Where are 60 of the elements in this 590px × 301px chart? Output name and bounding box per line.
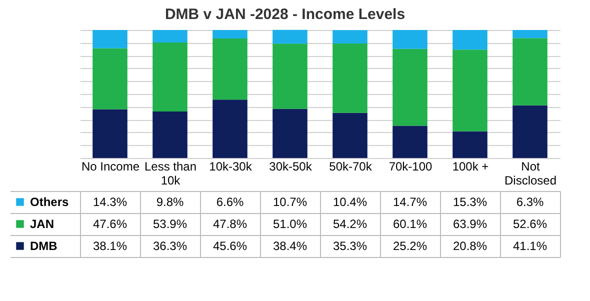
x-tick-label: 100k + <box>452 160 489 174</box>
bar <box>452 50 488 132</box>
data-label: 25.2% <box>392 239 428 253</box>
legend-label: Others <box>30 195 70 209</box>
data-label: 47.8% <box>212 217 248 231</box>
data-label: 41.1% <box>512 239 548 253</box>
data-label: 10.7% <box>272 195 308 209</box>
data-label: 15.3% <box>452 195 488 209</box>
bar <box>272 108 308 158</box>
bar <box>92 109 128 158</box>
bar <box>152 42 188 112</box>
bar <box>392 30 428 49</box>
data-label: 10.4% <box>332 195 368 209</box>
data-label: 54.2% <box>332 217 368 231</box>
data-label: 47.6% <box>92 217 128 231</box>
data-label: 6.6% <box>216 195 244 209</box>
bar <box>272 30 308 44</box>
x-tick-label: 50k-70k <box>329 160 373 174</box>
data-label: 51.0% <box>272 217 308 231</box>
bar <box>332 43 368 113</box>
bar <box>212 100 248 158</box>
bar <box>452 131 488 158</box>
chart-title: DMB v JAN -2028 - Income Levels <box>164 6 406 23</box>
bar <box>512 105 548 158</box>
x-tick-label: Less than 10k <box>144 160 197 188</box>
bar <box>92 30 128 48</box>
bar <box>512 30 548 38</box>
bar <box>212 30 248 38</box>
bar <box>332 112 368 158</box>
bar <box>92 48 128 110</box>
data-label: 14.3% <box>92 195 128 209</box>
data-label: 52.6% <box>512 217 548 231</box>
bar <box>152 30 188 43</box>
data-label: 38.1% <box>92 239 128 253</box>
data-label: 20.8% <box>452 239 488 253</box>
bar <box>272 44 308 109</box>
bar <box>332 30 368 44</box>
x-tick-label: 30k-50k <box>269 160 313 174</box>
data-label: 38.4% <box>272 239 308 253</box>
x-tick-label: 70k-100 <box>388 160 433 174</box>
bar <box>212 38 248 100</box>
bar <box>452 30 488 50</box>
data-label: 60.1% <box>392 217 428 231</box>
data-label: 6.3% <box>516 195 544 209</box>
bar <box>512 38 548 106</box>
data-label: 53.9% <box>152 217 188 231</box>
data-label: 63.9% <box>452 217 488 231</box>
x-tick-label: No Income <box>81 160 140 174</box>
data-label: 45.6% <box>212 239 248 253</box>
legend-label: JAN <box>30 217 54 231</box>
data-label: 14.7% <box>392 195 428 209</box>
data-label: 35.3% <box>332 239 368 253</box>
legend-label: DMB <box>30 239 58 253</box>
x-tick-label: 10k-30k <box>209 160 253 174</box>
bar <box>392 48 428 126</box>
data-label: 9.8% <box>156 195 184 209</box>
bar <box>392 126 428 158</box>
data-label: 36.3% <box>152 239 188 253</box>
x-tick-label: Not Disclosed <box>504 160 557 188</box>
bar <box>152 112 188 158</box>
